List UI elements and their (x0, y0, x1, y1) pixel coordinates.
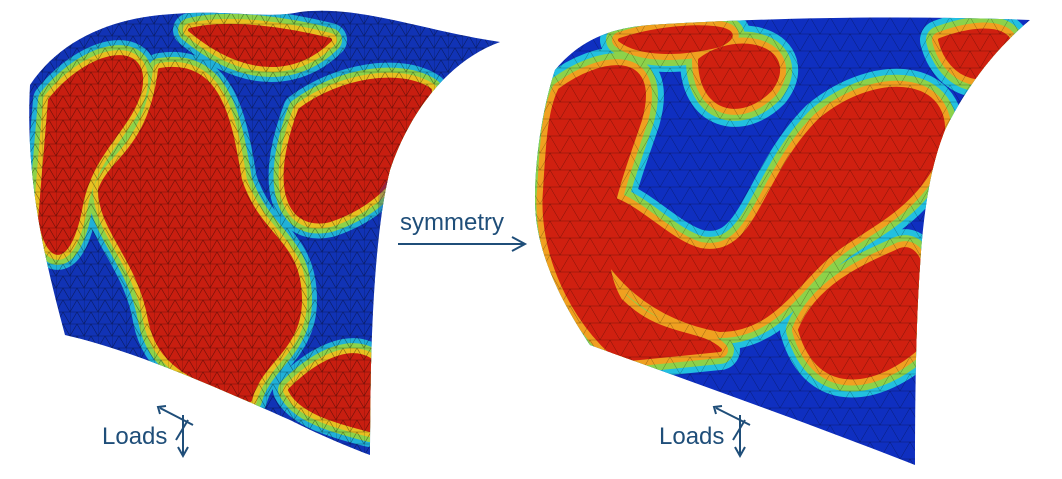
load-label: Loads (102, 423, 167, 450)
load-icon (156, 405, 194, 459)
load-icon (712, 405, 751, 459)
left-surface (29, 10, 501, 456)
arrow-label: symmetry (400, 209, 504, 236)
load-label: Loads (659, 423, 724, 450)
symmetry-arrow (398, 236, 528, 252)
right-surface (535, 17, 1030, 466)
